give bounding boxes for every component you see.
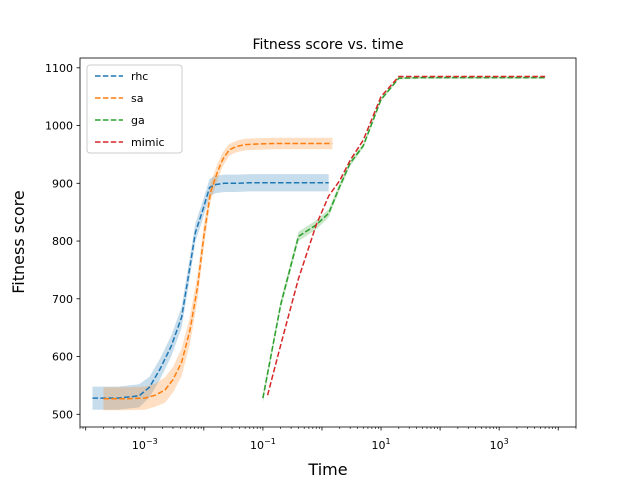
x-tick-label-exponent: −3: [146, 437, 158, 446]
legend: rhc sa ga mimic: [86, 64, 183, 154]
x-axis-label: Time: [307, 460, 347, 479]
x-tick-label: 10−3: [132, 437, 158, 452]
y-tick-label: 900: [52, 177, 73, 190]
legend-label-ga: ga: [131, 114, 145, 127]
x-tick-label: 103: [490, 437, 509, 452]
y-tick-label: 500: [52, 408, 73, 421]
y-axis-label: Fitness score: [9, 190, 28, 294]
y-tick-label: 1100: [45, 62, 73, 75]
x-axis-ticks: 10−3 10−1 101 103: [79, 427, 577, 452]
x-tick-label-base: 10: [132, 439, 146, 452]
x-tick-label-base: 10: [371, 439, 385, 452]
series-line-mimic: [266, 75, 546, 396]
x-tick-label-base: 10: [490, 439, 504, 452]
series-line-rhc: [92, 181, 329, 399]
x-tick-label-exponent: 1: [385, 437, 390, 446]
legend-label-mimic: mimic: [131, 136, 165, 149]
x-tick-label-exponent: −1: [264, 437, 276, 446]
y-tick-label: 700: [52, 293, 73, 306]
y-tick-label: 600: [52, 351, 73, 364]
x-tick-label: 10−1: [250, 437, 276, 452]
y-axis-ticks: 500 600 700 800 900 1000 1100: [45, 62, 80, 421]
series-lines: [92, 75, 546, 400]
legend-label-sa: sa: [131, 92, 143, 105]
series-line-sa: [103, 142, 333, 400]
y-tick-label: 1000: [45, 120, 73, 133]
x-tick-label: 101: [371, 437, 390, 452]
x-tick-label-exponent: 3: [504, 437, 509, 446]
chart-title: Fitness score vs. time: [252, 37, 403, 53]
plot-frame: [79, 57, 577, 428]
y-tick-label: 800: [52, 235, 73, 248]
legend-box: [86, 64, 183, 154]
x-tick-label-base: 10: [250, 439, 264, 452]
legend-label-rhc: rhc: [131, 70, 148, 83]
series-line-ga: [262, 76, 546, 399]
